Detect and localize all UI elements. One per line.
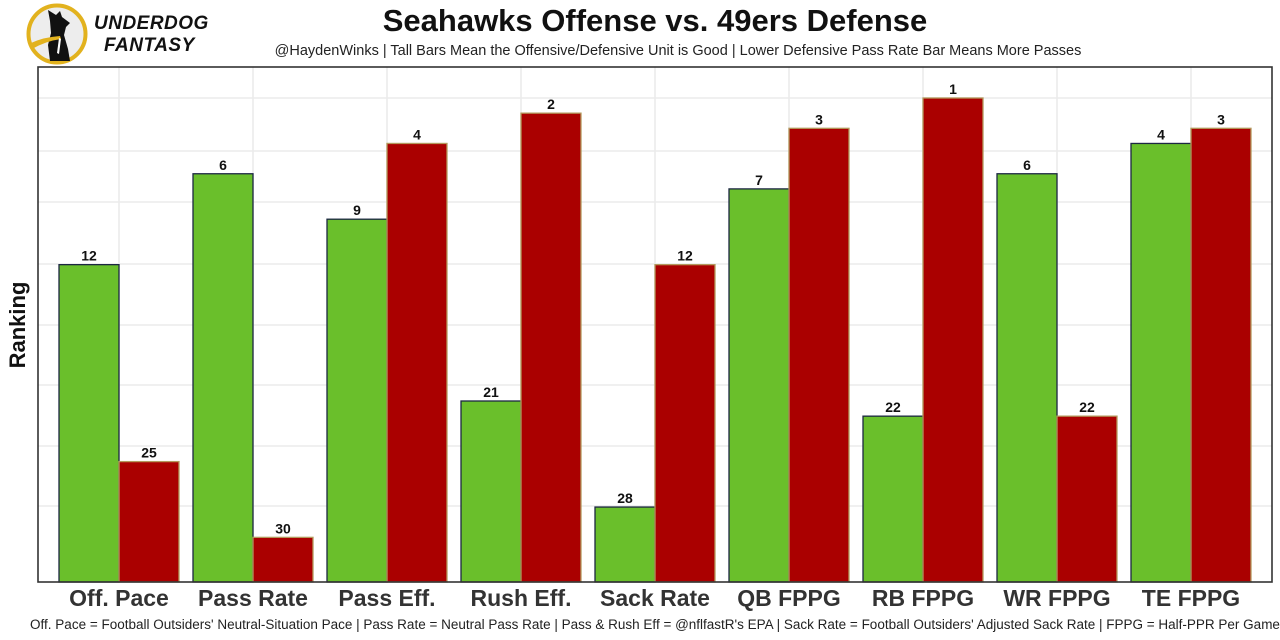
value-label-offense: 21 bbox=[483, 384, 499, 400]
x-tick-label: WR FPPG bbox=[1003, 585, 1110, 611]
scarf-icon bbox=[31, 36, 61, 49]
bar-defense bbox=[922, 97, 984, 583]
bar-offense bbox=[996, 173, 1058, 583]
value-label-defense: 3 bbox=[1217, 111, 1225, 127]
value-label-defense: 22 bbox=[1079, 399, 1095, 415]
bar-offense bbox=[460, 400, 522, 583]
chart-caption: Off. Pace = Football Outsiders' Neutral-… bbox=[30, 617, 1280, 632]
x-tick-label: Pass Rate bbox=[198, 585, 308, 611]
chart-subtitle: @HaydenWinks | Tall Bars Mean the Offens… bbox=[274, 43, 1082, 59]
x-axis-labels: Off. Pace Pass Rate Pass Eff. Rush Eff. Sack… bbox=[69, 585, 1240, 611]
value-label-offense: 6 bbox=[1023, 157, 1031, 173]
brand-name-line1: UNDERDOG bbox=[94, 13, 209, 34]
bar-defense bbox=[1056, 415, 1118, 583]
chart-title: Seahawks Offense vs. 49ers Defense bbox=[382, 3, 928, 38]
bar-offense bbox=[326, 218, 388, 583]
value-label-defense: 4 bbox=[413, 126, 421, 142]
grid-layer bbox=[38, 67, 1272, 582]
bar-defense bbox=[252, 536, 314, 583]
x-tick-label: Off. Pace bbox=[69, 585, 169, 611]
x-tick-label: QB FPPG bbox=[737, 585, 841, 611]
value-label-defense: 1 bbox=[949, 81, 957, 97]
bar-offense bbox=[728, 188, 790, 583]
value-label-defense: 3 bbox=[815, 111, 823, 127]
bar-offense bbox=[862, 415, 924, 583]
bar-defense bbox=[1190, 127, 1252, 583]
value-labels-layer: 12 25 6 30 9 4 21 2 28 12 7 3 22 1 6 22 4 3 bbox=[81, 81, 1225, 536]
x-tick-label: TE FPPG bbox=[1142, 585, 1240, 611]
value-label-offense: 6 bbox=[219, 157, 227, 173]
plot-panel-border bbox=[37, 66, 1273, 583]
bar-defense bbox=[118, 460, 180, 583]
scarf-tail-icon bbox=[57, 38, 61, 54]
bar-offense bbox=[594, 506, 656, 583]
bar-defense bbox=[654, 263, 716, 583]
bars-layer bbox=[58, 97, 1252, 583]
value-label-offense: 12 bbox=[81, 248, 97, 264]
value-label-offense: 28 bbox=[617, 490, 633, 506]
x-tick-label: Pass Eff. bbox=[338, 585, 435, 611]
brand-name-line2: FANTASY bbox=[104, 35, 195, 56]
bar-defense bbox=[788, 127, 850, 583]
value-label-defense: 2 bbox=[547, 96, 555, 112]
value-label-defense: 30 bbox=[275, 520, 291, 536]
underdog-logo bbox=[26, 3, 88, 65]
value-label-offense: 7 bbox=[755, 172, 763, 188]
x-tick-label: Rush Eff. bbox=[471, 585, 572, 611]
dog-silhouette-icon bbox=[48, 10, 70, 61]
x-tick-label: Sack Rate bbox=[600, 585, 710, 611]
bar-offense bbox=[1130, 142, 1192, 583]
y-axis-label: Ranking bbox=[5, 282, 30, 369]
x-tick-label: RB FPPG bbox=[872, 585, 974, 611]
bar-defense bbox=[520, 112, 582, 583]
value-label-defense: 25 bbox=[141, 445, 157, 461]
value-label-defense: 12 bbox=[677, 248, 693, 264]
value-label-offense: 4 bbox=[1157, 126, 1165, 142]
bar-offense bbox=[192, 173, 254, 583]
bar-defense bbox=[386, 142, 448, 583]
value-label-offense: 22 bbox=[885, 399, 901, 415]
value-label-offense: 9 bbox=[353, 202, 361, 218]
bar-offense bbox=[58, 263, 120, 583]
